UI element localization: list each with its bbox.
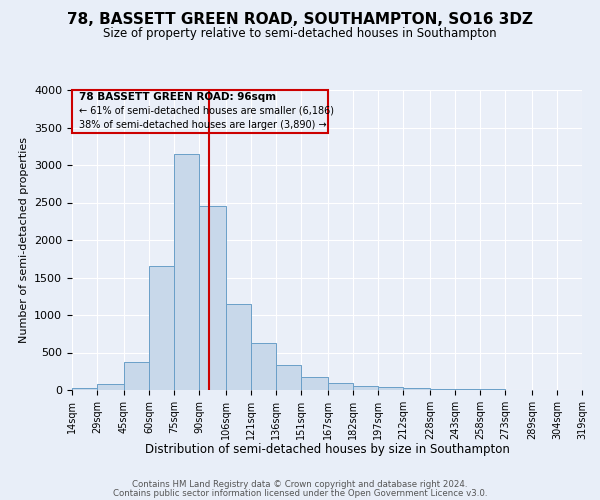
Bar	[328, 382, 353, 390]
Bar	[199, 206, 226, 390]
Text: Contains HM Land Registry data © Crown copyright and database right 2024.: Contains HM Land Registry data © Crown c…	[132, 480, 468, 489]
Bar	[403, 388, 430, 390]
Text: 38% of semi-detached houses are larger (3,890) →: 38% of semi-detached houses are larger (…	[79, 120, 326, 130]
Bar	[301, 377, 328, 390]
Bar	[149, 266, 174, 390]
Text: ← 61% of semi-detached houses are smaller (6,186): ← 61% of semi-detached houses are smalle…	[79, 106, 334, 116]
Bar	[353, 386, 378, 390]
Text: 78, BASSETT GREEN ROAD, SOUTHAMPTON, SO16 3DZ: 78, BASSETT GREEN ROAD, SOUTHAMPTON, SO1…	[67, 12, 533, 28]
Bar	[72, 90, 328, 132]
Bar	[276, 364, 301, 390]
Bar	[97, 384, 124, 390]
Bar	[378, 387, 403, 390]
Text: Distribution of semi-detached houses by size in Southampton: Distribution of semi-detached houses by …	[145, 442, 509, 456]
Text: Size of property relative to semi-detached houses in Southampton: Size of property relative to semi-detach…	[103, 28, 497, 40]
Text: Contains public sector information licensed under the Open Government Licence v3: Contains public sector information licen…	[113, 489, 487, 498]
Bar	[455, 389, 480, 390]
Bar	[72, 388, 97, 390]
Bar	[226, 304, 251, 390]
Bar	[124, 362, 149, 390]
Bar	[251, 343, 276, 390]
Text: 78 BASSETT GREEN ROAD: 96sqm: 78 BASSETT GREEN ROAD: 96sqm	[79, 92, 276, 102]
Bar	[174, 154, 199, 390]
Bar	[430, 388, 455, 390]
Y-axis label: Number of semi-detached properties: Number of semi-detached properties	[19, 137, 29, 343]
